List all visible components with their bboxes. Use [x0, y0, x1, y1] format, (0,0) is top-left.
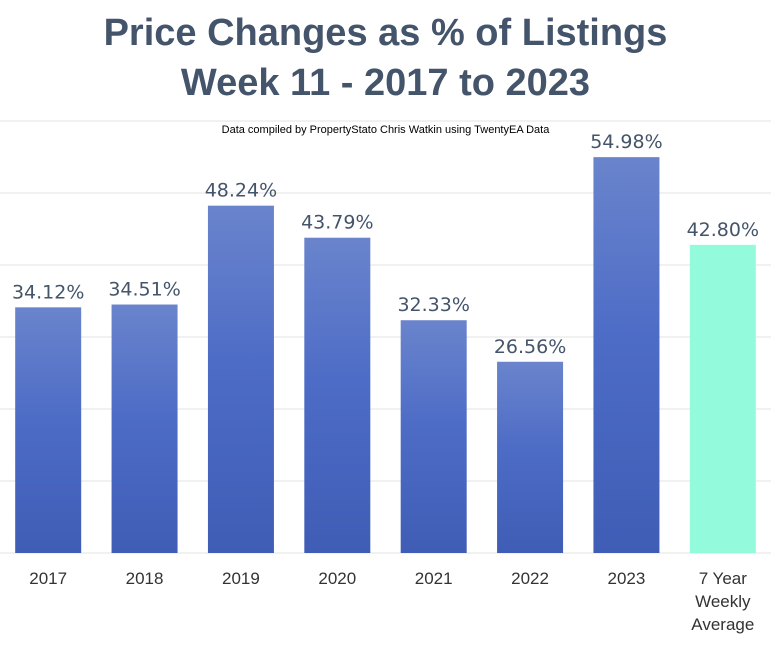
- bar-average: [689, 244, 756, 553]
- x-tick-label: Average: [691, 615, 754, 634]
- data-labels: 34.12% 34.51% 48.24% 43.79% 32.33% 26.56% 54.9…: [12, 131, 759, 358]
- bar: [497, 361, 564, 553]
- data-label: 48.24%: [205, 180, 277, 202]
- x-tick-labels: 2017 2018 2019 2020 2021 2022 2023 7 Year Weekly…: [29, 569, 754, 634]
- bar: [111, 304, 178, 553]
- x-tick-label: 2017: [29, 569, 67, 588]
- x-tick-label: 7 Year: [699, 569, 748, 588]
- data-label: 26.56%: [494, 336, 566, 358]
- data-label: 34.51%: [108, 279, 180, 301]
- x-tick-label: 2022: [511, 569, 549, 588]
- chart-subtitle: Data compiled by PropertyStato Chris Wat…: [221, 124, 550, 136]
- data-label: 34.12%: [12, 281, 84, 303]
- bar: [593, 157, 660, 554]
- data-label: 43.79%: [301, 212, 373, 234]
- x-tick-label: 2023: [608, 569, 646, 588]
- chart-title-line-2: Week 11 - 2017 to 2023: [180, 62, 591, 104]
- bar: [207, 205, 274, 553]
- x-tick-label: 2018: [126, 569, 164, 588]
- data-label: 32.33%: [397, 294, 469, 316]
- bar: [15, 307, 82, 553]
- chart-title-line-1: Price Changes as % of Listings: [103, 12, 668, 54]
- x-tick-label: 2020: [318, 569, 356, 588]
- bar: [304, 237, 371, 553]
- bar: [400, 320, 467, 553]
- bars: [15, 157, 756, 554]
- data-label: 42.80%: [687, 219, 759, 241]
- x-tick-label: 2021: [415, 569, 453, 588]
- x-tick-label: Weekly: [695, 592, 751, 611]
- data-label: 54.98%: [590, 131, 662, 153]
- x-tick-label: 2019: [222, 569, 260, 588]
